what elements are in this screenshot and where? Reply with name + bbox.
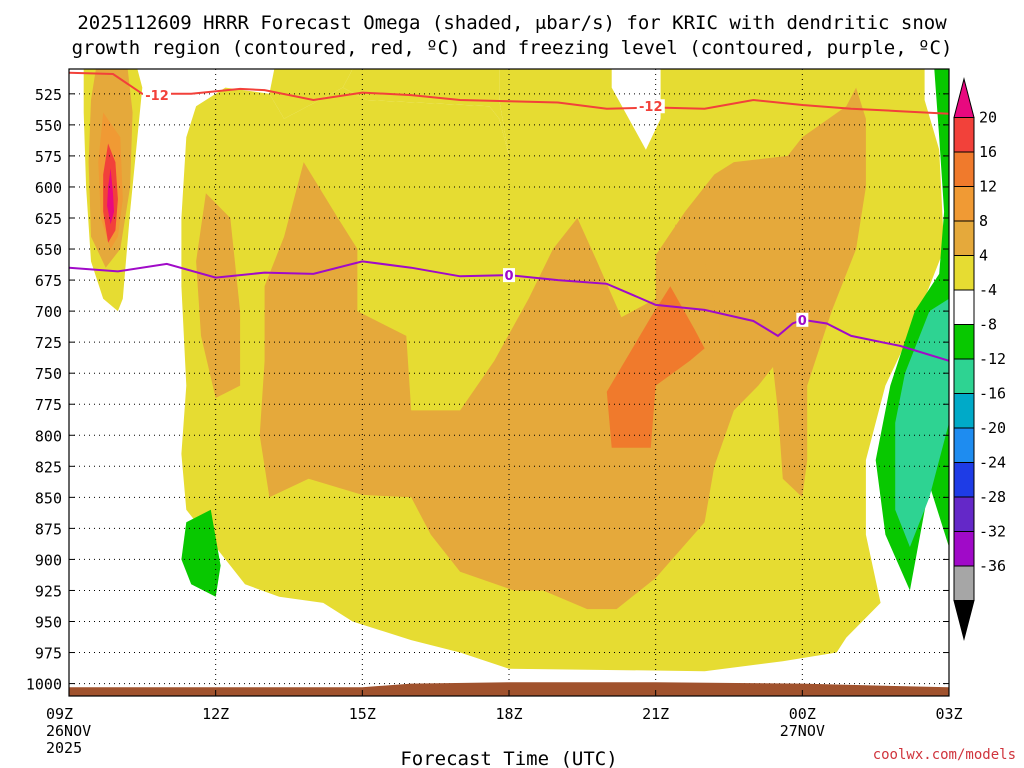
- colorbar-bin: [953, 255, 975, 291]
- y-tick-label: 675: [35, 272, 62, 290]
- snow-growth-minus12-label-bg: [636, 99, 665, 114]
- colorbar-bin: [953, 289, 975, 325]
- y-tick-label: 825: [35, 458, 62, 476]
- y-tick-label: 875: [35, 520, 62, 538]
- colorbar-bin: [953, 427, 975, 463]
- colorbar-label: -28: [979, 488, 1006, 506]
- omega-region-9: [606, 286, 705, 448]
- colorbar-bin: [953, 117, 975, 153]
- y-tick-label: 625: [35, 210, 62, 228]
- freezing-level-0-label-bg: [503, 268, 515, 283]
- colorbar-bin: [953, 496, 975, 532]
- colorbar-bin: [953, 462, 975, 498]
- omega-region-2: [342, 69, 509, 156]
- colorbar-label: 16: [979, 143, 997, 161]
- omega-region-1: [269, 69, 353, 119]
- x-tick-date: 26NOV: [46, 722, 91, 740]
- colorbar-bin: [953, 220, 975, 256]
- x-tick-label: 18Z: [495, 705, 522, 723]
- freezing-level-0-label-1: 0: [798, 314, 807, 329]
- title-line-2: growth region (contoured, red, ºC) and f…: [72, 37, 953, 59]
- y-tick-label: 850: [35, 489, 62, 507]
- y-tick-label: 575: [35, 148, 62, 166]
- colorbar-label: 20: [979, 109, 997, 127]
- colorbar: 20 16 12 8 4 -4 -8 -12 -16 -20 -24 -28 -32 -36: [953, 77, 1006, 641]
- colorbar-label: -20: [979, 419, 1006, 437]
- title-line-1: 2025112609 HRRR Forecast Omega (shaded, …: [77, 12, 947, 34]
- colorbar-label: -16: [979, 385, 1006, 403]
- y-axis-ticks: 525 550 575 600 625 650 675 700 725 750 775 800 825 8…: [26, 86, 949, 694]
- chart-title: 2025112609 HRRR Forecast Omega (shaded, …: [72, 12, 953, 59]
- colorbar-bin: [953, 151, 975, 187]
- colorbar-bin: [953, 393, 975, 429]
- x-tick-label: 09Z: [46, 705, 73, 723]
- colorbar-label: -36: [979, 557, 1006, 575]
- y-tick-label: 525: [35, 86, 62, 104]
- colorbar-label: 4: [979, 247, 988, 265]
- colorbar-label: -8: [979, 316, 997, 334]
- y-tick-label: 550: [35, 117, 62, 135]
- snow-growth-minus12-label-0: -12: [145, 89, 169, 104]
- x-tick-year: 2025: [46, 739, 82, 757]
- contour-lines: -12 -12 0 0: [69, 71, 949, 362]
- colorbar-bin: [953, 186, 975, 222]
- freezing-level-0-label-0: 0: [504, 269, 513, 284]
- x-tick-label: 15Z: [349, 705, 376, 723]
- x-tick-label: 00Z: [789, 705, 816, 723]
- y-tick-label: 700: [35, 303, 62, 321]
- y-tick-label: 650: [35, 241, 62, 259]
- x-tick-label: 12Z: [202, 705, 229, 723]
- omega-region-5: [196, 193, 241, 398]
- snow-growth-minus12-line: [69, 71, 949, 115]
- y-tick-label: 900: [35, 551, 62, 569]
- y-tick-label: 800: [35, 427, 62, 445]
- y-tick-label: 925: [35, 582, 62, 600]
- x-tick-label: 03Z: [935, 705, 962, 723]
- snow-growth-minus12-label-1: -12: [639, 100, 663, 115]
- y-tick-label: 725: [35, 334, 62, 352]
- x-tick-label: 21Z: [642, 705, 669, 723]
- colorbar-label: 12: [979, 178, 997, 196]
- snow-growth-minus12-label-bg: [143, 88, 171, 103]
- y-tick-label: 950: [35, 614, 62, 632]
- y-tick-label: 775: [35, 396, 62, 414]
- omega-region-11: [107, 168, 114, 225]
- omega-shading: [83, 69, 949, 672]
- colorbar-label: -32: [979, 523, 1006, 541]
- colorbar-label: -12: [979, 350, 1006, 368]
- freezing-level-0-label-bg: [796, 312, 809, 327]
- x-axis-label: Forecast Time (UTC): [400, 748, 617, 768]
- colorbar-bin: [953, 324, 975, 360]
- colorbar-label: -4: [979, 281, 997, 299]
- y-tick-label: 1000: [26, 676, 62, 694]
- y-tick-label: 975: [35, 645, 62, 663]
- colorbar-bin: [953, 600, 975, 641]
- freezing-level-0-line: [69, 260, 949, 362]
- terrain-strip: [69, 682, 949, 696]
- colorbar-bin: [953, 565, 975, 601]
- omega-region-12: [181, 509, 221, 597]
- y-tick-label: 750: [35, 365, 62, 383]
- colorbar-label: -24: [979, 454, 1006, 472]
- colorbar-label: 8: [979, 212, 988, 230]
- colorbar-bin: [953, 77, 975, 118]
- omega-region-14: [895, 298, 949, 547]
- y-tick-label: 600: [35, 179, 62, 197]
- x-tick-date: 27NOV: [780, 722, 825, 740]
- terrain-polygon: [69, 682, 949, 696]
- colorbar-bin: [953, 358, 975, 394]
- colorbar-bin: [953, 531, 975, 567]
- credit-text: coolwx.com/models: [873, 747, 1016, 763]
